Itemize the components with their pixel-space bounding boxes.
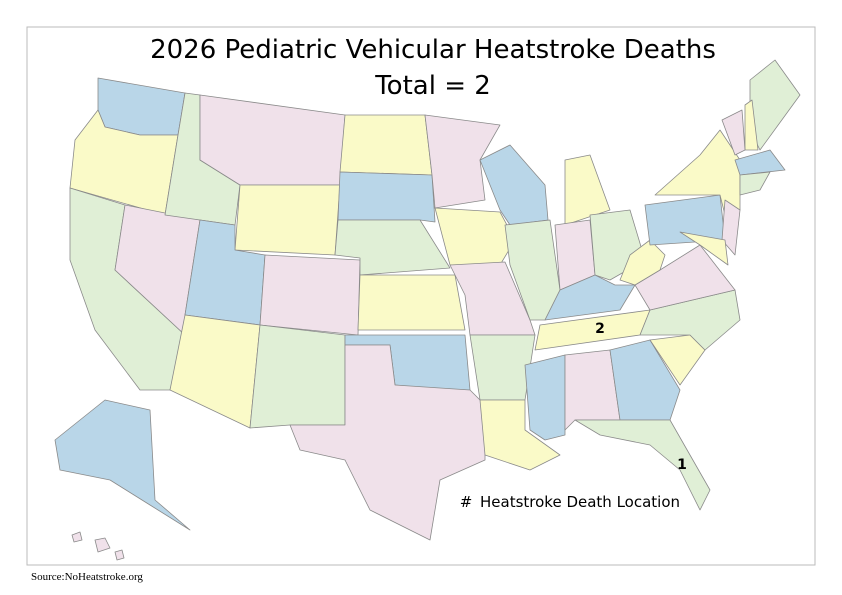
state-shape (337, 171, 436, 223)
state-shape (574, 419, 711, 511)
legend-symbol: # (460, 493, 473, 511)
state-shape (94, 537, 111, 553)
state-shape (739, 171, 771, 196)
legend-label: Heatstroke Death Location (480, 493, 680, 511)
state-count-label: 2 (595, 321, 605, 337)
states (54, 59, 801, 561)
state-shape (744, 99, 759, 151)
state-shape (424, 114, 501, 209)
state-shape (259, 254, 361, 336)
state-shape (479, 399, 561, 471)
state-shape (357, 274, 466, 331)
state-shape (434, 207, 516, 266)
state-count-label: 1 (677, 457, 687, 473)
state-shape (54, 399, 191, 531)
state-shape (734, 149, 786, 176)
state-shape (249, 324, 346, 429)
state-shape (721, 109, 746, 156)
state-shape (339, 114, 433, 176)
state-shape (71, 531, 83, 543)
source-note: Source:NoHeatstroke.org (31, 571, 143, 583)
state-shape (721, 199, 741, 256)
state-shape (609, 339, 681, 421)
state-shape (564, 154, 611, 226)
state-shape (289, 344, 486, 541)
state-shape (234, 184, 341, 256)
state-shape (544, 274, 636, 321)
state-shape (524, 354, 566, 441)
map-subtitle: Total = 2 (374, 71, 491, 101)
state-shape (114, 549, 125, 561)
map-title: 2026 Pediatric Vehicular Heatstroke Deat… (150, 35, 716, 65)
state-shape (679, 231, 729, 266)
